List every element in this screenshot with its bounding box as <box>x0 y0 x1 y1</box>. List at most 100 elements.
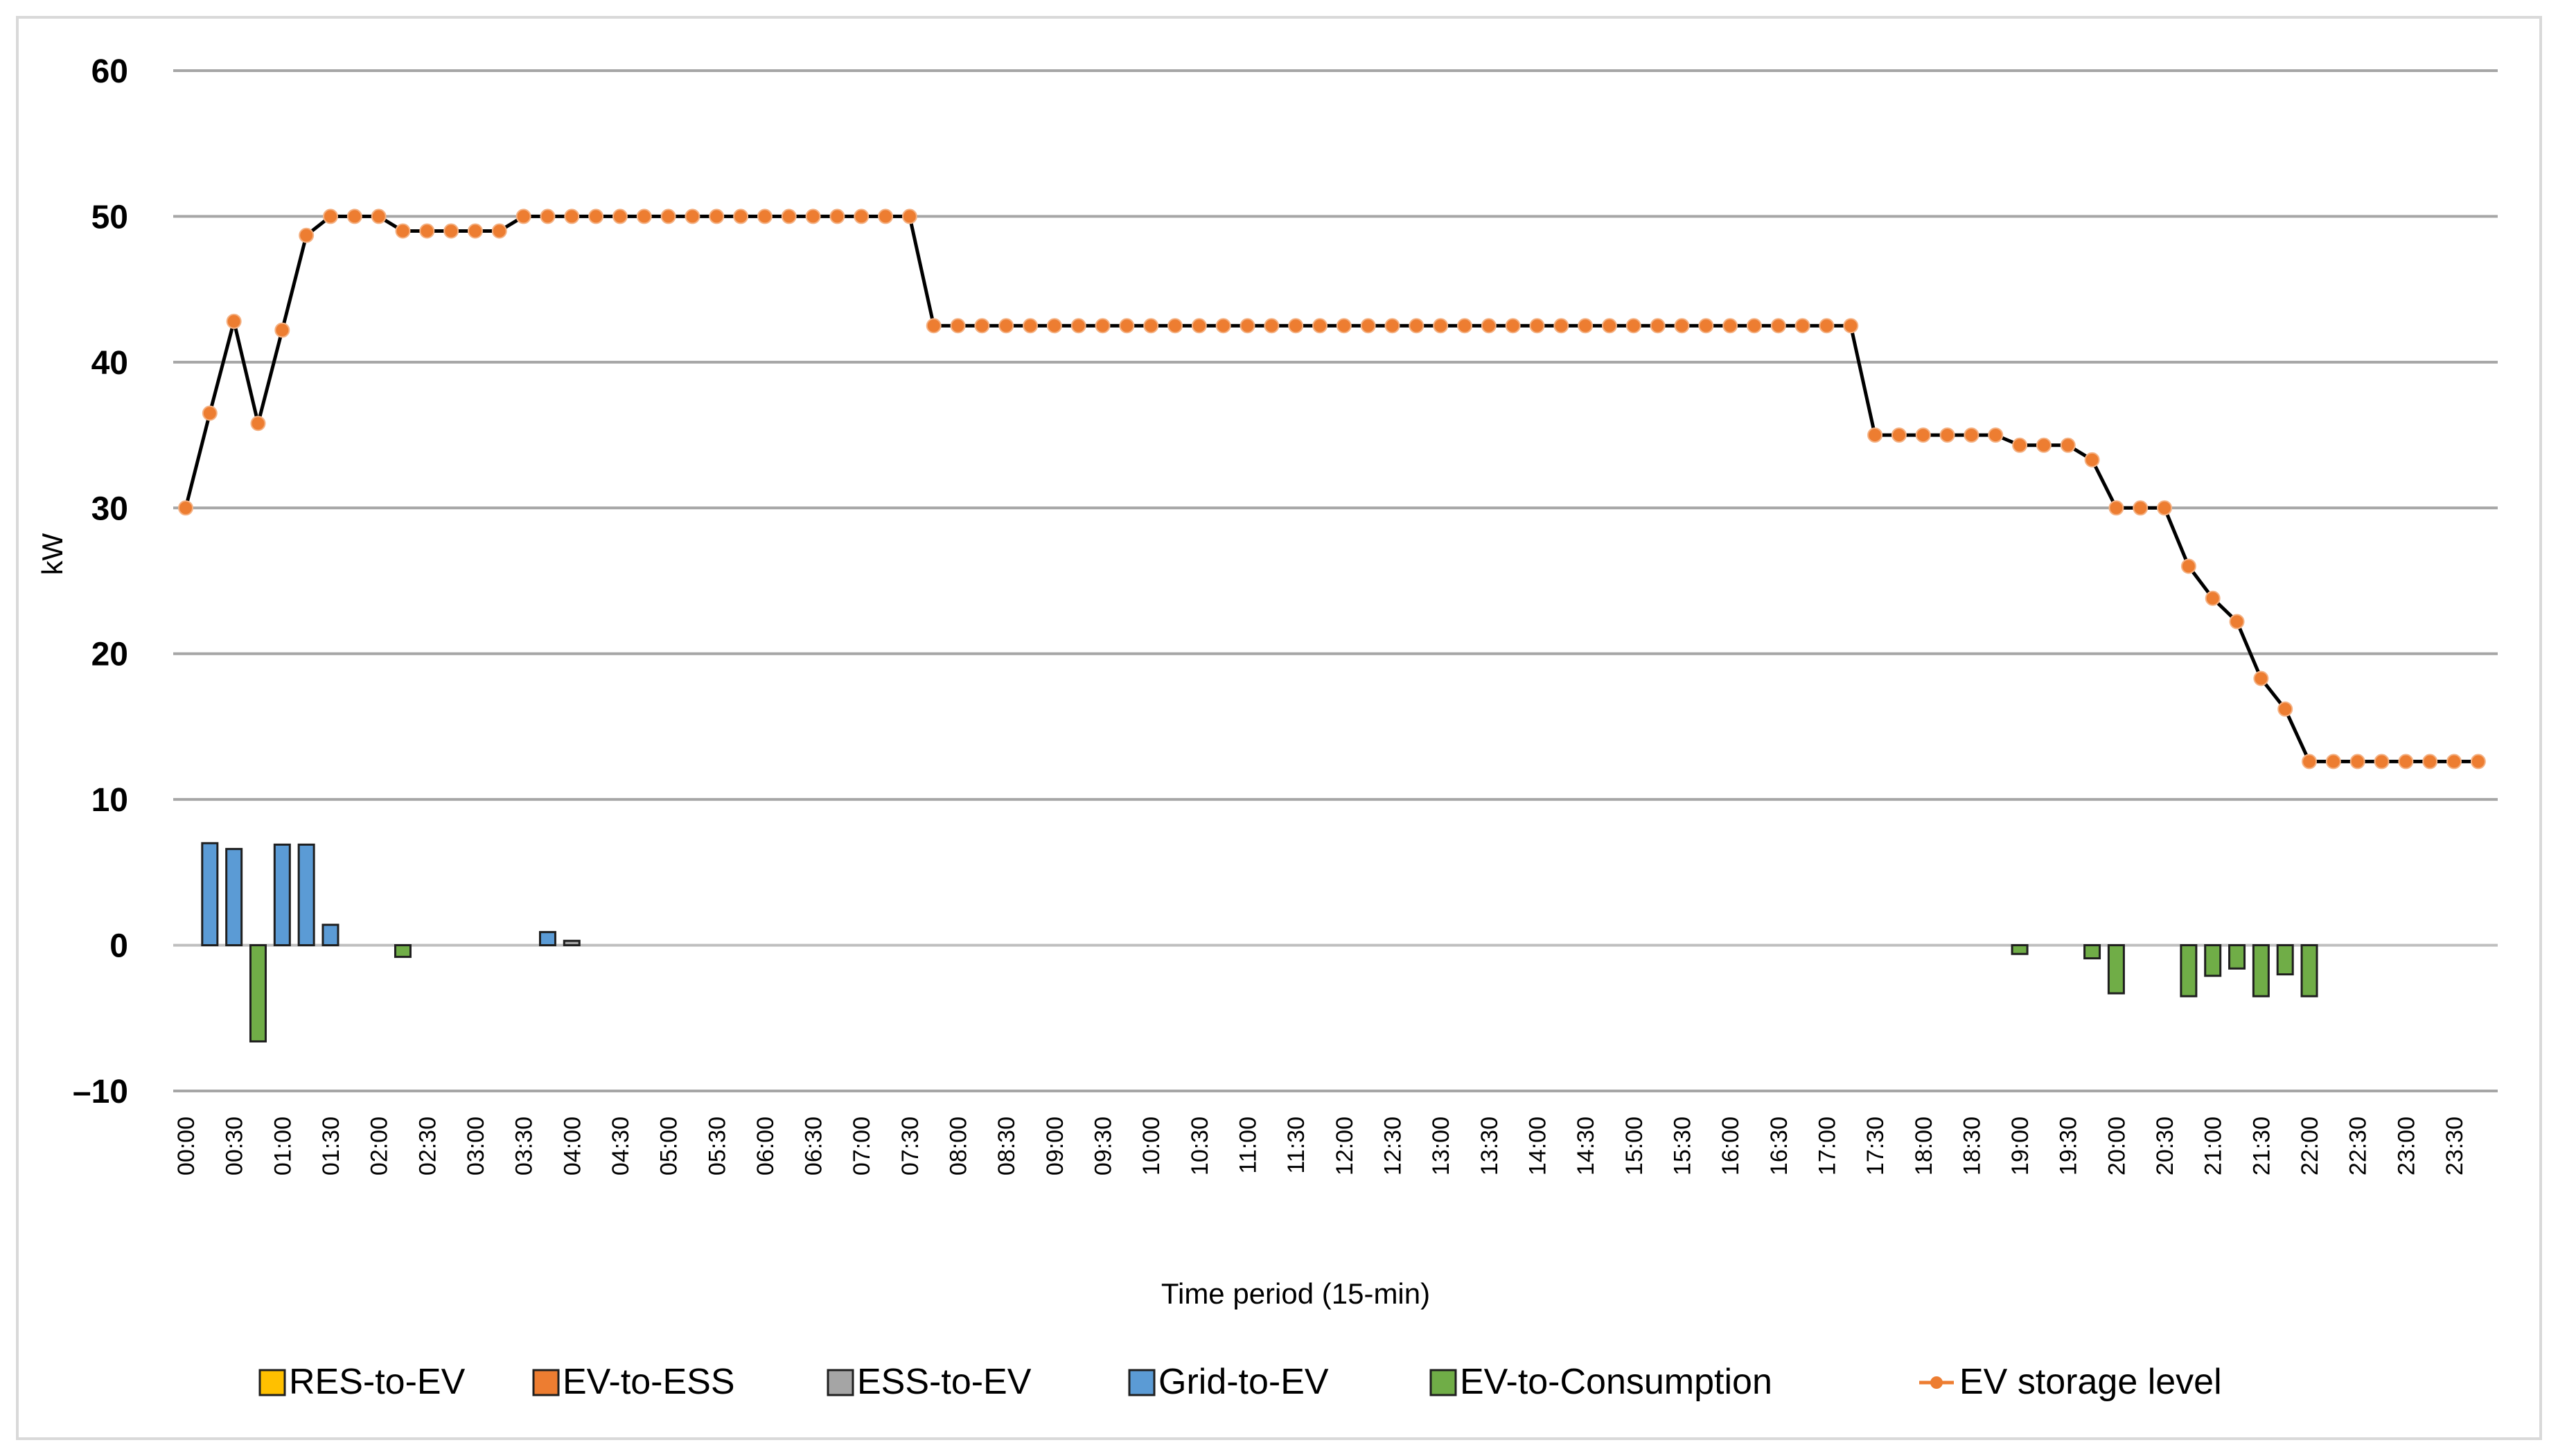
x-tick-label: 00:30 <box>222 1117 248 1175</box>
ev-storage-point <box>2470 754 2486 770</box>
ev-storage-point <box>1119 318 1135 334</box>
ev-storage-point <box>757 208 773 224</box>
x-tick-label: 04:30 <box>608 1117 634 1175</box>
ev-storage-point <box>1433 318 1449 334</box>
bar-ev-to-consumption <box>2180 944 2198 997</box>
ev-storage-point <box>371 208 387 224</box>
ev-storage-point <box>2325 754 2341 770</box>
ev-storage-point <box>2349 754 2365 770</box>
ev-storage-point <box>733 208 749 224</box>
x-tick-label: 16:30 <box>1766 1117 1792 1175</box>
ev-storage-point <box>1167 318 1183 334</box>
ev-storage-point <box>2253 671 2269 686</box>
ev-storage-point <box>2180 558 2196 574</box>
bar-ev-to-consumption <box>394 944 412 958</box>
y-tick-label: 0 <box>109 928 128 965</box>
ev-storage-point <box>1046 318 1062 334</box>
y-tick-label: 60 <box>91 53 128 90</box>
ev-storage-point <box>1601 318 1617 334</box>
x-tick-label: 22:00 <box>2297 1117 2323 1175</box>
legend-swatch <box>258 1369 286 1396</box>
ev-storage-point <box>878 208 894 224</box>
ev-storage-point <box>395 223 411 239</box>
ev-storage-point <box>1215 318 1231 334</box>
x-tick-label: 19:30 <box>2056 1117 2082 1175</box>
y-tick-label: 20 <box>91 637 128 673</box>
ev-storage-point <box>1746 318 1762 334</box>
ev-storage-point <box>2133 500 2149 516</box>
legend-label: ESS-to-EV <box>857 1362 1032 1402</box>
x-tick-label: 09:00 <box>1042 1117 1068 1175</box>
ev-storage-point <box>1240 318 1255 334</box>
bar-ev-to-consumption <box>2107 944 2125 995</box>
ev-storage-point <box>2084 452 2100 468</box>
ev-storage-point <box>1288 318 1304 334</box>
x-tick-label: 20:00 <box>2103 1117 2130 1175</box>
ev-storage-point <box>1456 318 1472 334</box>
ev-storage-point <box>974 318 990 334</box>
x-axis-ticks: 00:00 00:30 01:00 01:30 02:00 02:30 03:00 03:30… <box>173 1117 2468 1175</box>
ev-storage-point <box>1770 318 1786 334</box>
legend-swatch <box>532 1369 560 1396</box>
y-tick-label: 30 <box>91 490 128 527</box>
ev-storage-point <box>491 223 507 239</box>
y-tick-label: 40 <box>91 345 128 382</box>
x-tick-label: 18:30 <box>1959 1117 1985 1175</box>
ev-storage-point <box>1070 318 1086 334</box>
legend-marker <box>1930 1376 1943 1389</box>
ev-storage-point <box>1988 427 2004 443</box>
ev-storage-point <box>250 416 266 432</box>
legend-swatch <box>1128 1369 1156 1396</box>
ev-storage-point <box>636 208 652 224</box>
y-axis-ticks: 60 50 40 30 20 10 0 –10 <box>73 53 128 1110</box>
ev-storage-point <box>709 208 725 224</box>
ev-storage-point <box>1915 427 1931 443</box>
ev-storage-point <box>1819 318 1835 334</box>
ev-storage-point <box>2302 754 2318 770</box>
x-tick-label: 17:00 <box>1814 1117 1840 1175</box>
bar-ess-to-ev <box>563 939 581 947</box>
legend-label: RES-to-EV <box>289 1362 466 1402</box>
ev-storage-point <box>2374 754 2390 770</box>
x-tick-label: 04:00 <box>559 1117 585 1175</box>
x-tick-label: 18:00 <box>1911 1117 1937 1175</box>
x-tick-label: 12:30 <box>1380 1117 1406 1175</box>
ev-storage-point <box>443 223 459 239</box>
ev-storage-point <box>467 223 483 239</box>
x-tick-label: 01:30 <box>318 1117 344 1175</box>
x-tick-label: 03:00 <box>463 1117 489 1175</box>
ev-storage-point <box>588 208 604 224</box>
ev-storage-point <box>781 208 797 224</box>
ev-storage-point <box>1264 318 1280 334</box>
x-tick-label: 14:00 <box>1524 1117 1551 1175</box>
x-tick-label: 20:30 <box>2152 1117 2178 1175</box>
bar-ev-to-consumption <box>2228 944 2246 970</box>
bar-ev-to-consumption <box>2300 944 2318 997</box>
ev-storage-point <box>660 208 676 224</box>
x-tick-label: 13:30 <box>1476 1117 1503 1175</box>
ev-storage-point <box>2422 754 2438 770</box>
ev-storage-point <box>1023 318 1039 334</box>
x-tick-label: 06:30 <box>801 1117 827 1175</box>
bar-grid-to-ev <box>297 843 315 947</box>
y-tick-label: –10 <box>73 1074 128 1110</box>
x-tick-label: 07:30 <box>897 1117 924 1175</box>
x-tick-label: 15:30 <box>1669 1117 1695 1175</box>
x-tick-label: 15:00 <box>1621 1117 1648 1175</box>
legend: RES-to-EV EV-to-ESS ESS-to-EV Grid-to-EV EV-… <box>258 1362 2222 1402</box>
y-tick-label: 50 <box>91 199 128 236</box>
ev-storage-point <box>805 208 821 224</box>
bar-grid-to-ev <box>273 843 291 947</box>
x-tick-label: 10:30 <box>1187 1117 1213 1175</box>
ev-storage-point <box>2036 437 2052 453</box>
x-tick-label: 06:00 <box>752 1117 779 1175</box>
ev-storage-point <box>1674 318 1690 334</box>
ev-storage-point <box>1312 318 1328 334</box>
ev-storage-point <box>1481 318 1497 334</box>
x-tick-label: 03:30 <box>511 1117 538 1175</box>
x-tick-label: 09:30 <box>1091 1117 1117 1175</box>
x-tick-label: 08:30 <box>994 1117 1020 1175</box>
ev-storage-point <box>2060 437 2076 453</box>
ev-storage-point <box>1722 318 1738 334</box>
